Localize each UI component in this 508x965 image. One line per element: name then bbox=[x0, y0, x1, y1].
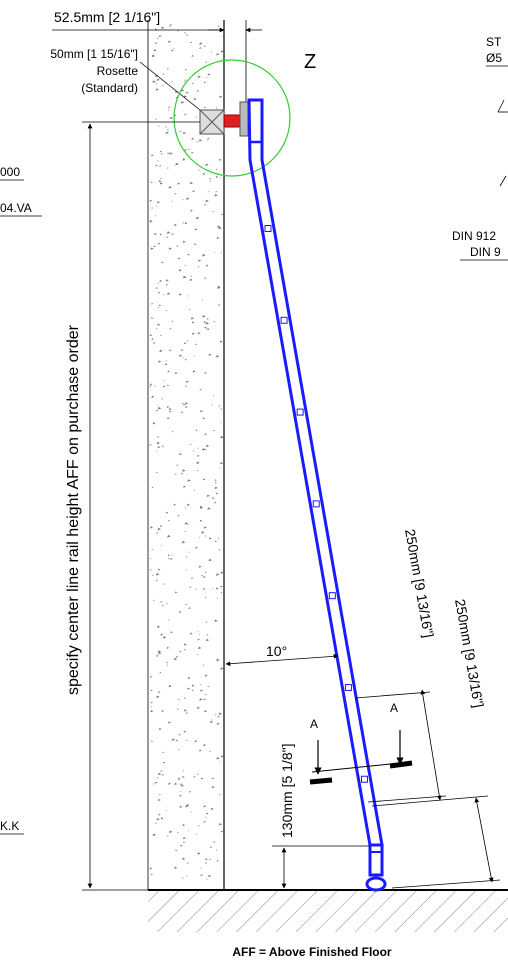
rail-rung bbox=[280, 316, 288, 324]
finished-floor bbox=[148, 889, 508, 932]
rail-rung bbox=[360, 775, 368, 783]
section-mark-2: A bbox=[390, 701, 398, 715]
footer-note: AFF = Above Finished Floor bbox=[232, 945, 392, 959]
rail-height-label: specify center line rail height AFF on p… bbox=[65, 324, 82, 695]
rosette-name: Rosette bbox=[97, 64, 139, 78]
inclined-rail bbox=[247, 98, 387, 892]
section-mark-1: A bbox=[310, 717, 318, 731]
rail-rung bbox=[312, 500, 320, 508]
rosette-note: (Standard) bbox=[81, 81, 138, 95]
rosette-size: 50mm [1 15/16"] bbox=[50, 47, 138, 61]
angle-label: 10° bbox=[266, 643, 287, 659]
rail-rung bbox=[328, 592, 336, 600]
dimension-130-label: 130mm [5 1/8"] bbox=[279, 744, 295, 838]
right-notes: ST Ø5 DIN 912 DIN 9 bbox=[452, 35, 508, 261]
detail-circle bbox=[173, 59, 291, 177]
dimension-130: 130mm [5 1/8"] bbox=[272, 744, 370, 889]
concrete-wall bbox=[147, 20, 225, 890]
left-note-1: 000 bbox=[0, 165, 20, 179]
rosette-callout: 50mm [1 15/16"] Rosette (Standard) bbox=[50, 47, 211, 119]
wall-bracket bbox=[199, 101, 249, 137]
right-note-4: DIN 9 bbox=[470, 245, 501, 259]
right-note-2: Ø5 bbox=[486, 51, 502, 65]
left-notes: 000 04.VA K.K bbox=[0, 165, 42, 835]
left-note-3: K.K bbox=[0, 819, 19, 833]
rail-height-dimension: specify center line rail height AFF on p… bbox=[65, 123, 93, 889]
dimension-250-b-label: 250mm [9 13/16"] bbox=[452, 598, 487, 709]
dimension-250-b: 250mm [9 13/16"] bbox=[371, 598, 501, 889]
rail-rung bbox=[344, 683, 352, 691]
top-dimension: 52.5mm [2 1/16"] bbox=[52, 9, 262, 110]
detail-label: Z bbox=[304, 51, 316, 73]
top-dimension-label: 52.5mm [2 1/16"] bbox=[54, 9, 160, 25]
rail-rung bbox=[264, 225, 272, 232]
left-note-2: 04.VA bbox=[0, 201, 32, 215]
right-note-1: ST bbox=[486, 35, 502, 49]
rail-rung bbox=[296, 408, 304, 416]
section-a-cut: A A bbox=[309, 701, 413, 785]
dimension-250-a-label: 250mm [9 13/16"] bbox=[402, 528, 437, 639]
right-note-3: DIN 912 bbox=[452, 229, 496, 243]
angle-dimension: 10° bbox=[225, 643, 339, 667]
